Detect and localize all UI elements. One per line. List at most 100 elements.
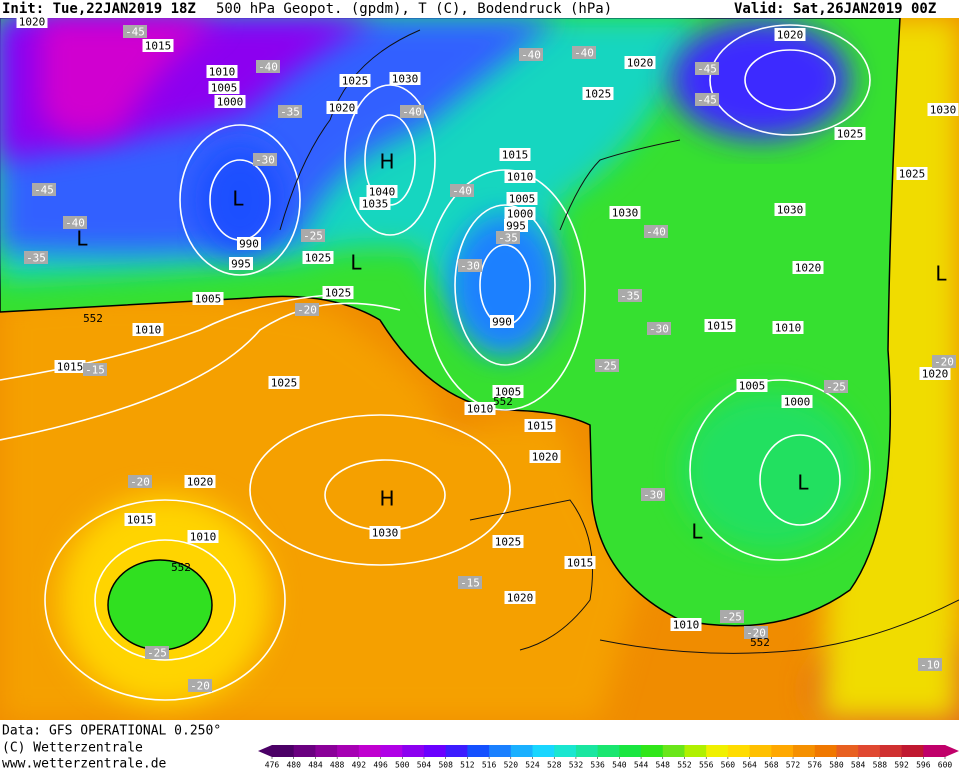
pressure-label: 1025 <box>325 287 352 300</box>
pressure-label-box <box>896 167 928 180</box>
temperature-label: -40 <box>65 217 85 230</box>
pressure-label: 1000 <box>507 208 534 221</box>
pressure-label: 1005 <box>739 380 766 393</box>
colorbar-label: 592 <box>894 761 909 770</box>
colorbar-label: 552 <box>677 761 692 770</box>
temperature-label: -40 <box>521 49 541 62</box>
colorbar-label: 540 <box>612 761 627 770</box>
copyright: (C) Wetterzentrale <box>2 741 143 756</box>
pressure-label: 1020 <box>627 57 654 70</box>
pressure-label: 1005 <box>211 82 238 95</box>
low-pressure-center: L <box>935 262 947 286</box>
colorbar-label: 544 <box>634 761 649 770</box>
colorbar-label: 500 <box>395 761 410 770</box>
pressure-label-box <box>214 95 246 108</box>
pressure-label: 1020 <box>532 451 559 464</box>
temperature-label-box <box>918 658 942 671</box>
colorbar-segment <box>489 745 512 757</box>
pressure-label-box <box>229 257 253 270</box>
colorbar-label: 572 <box>786 761 801 770</box>
pressure-label-box <box>132 323 164 336</box>
colorbar-label: 520 <box>504 761 519 770</box>
pressure-label-box <box>237 237 261 250</box>
pressure-label-box <box>54 360 86 373</box>
pressure-label: 1015 <box>127 514 154 527</box>
colorbar-segment <box>879 745 903 757</box>
colorbar-segment <box>814 745 837 757</box>
pressure-label-box <box>504 219 528 232</box>
temperature-label-box <box>400 105 424 118</box>
temperature-label-box <box>32 183 56 196</box>
colorbar-segment <box>706 745 729 757</box>
temperature-label: -45 <box>697 63 717 76</box>
temperature-label-box <box>824 380 848 393</box>
pressure-label: 1025 <box>271 377 298 390</box>
temperature-label-box <box>695 93 719 106</box>
colorbar-segment <box>554 745 577 757</box>
colorbar-segment <box>749 745 772 757</box>
map-field <box>0 18 959 720</box>
temperature-label-box <box>647 322 671 335</box>
colorbar-arrow-left <box>258 745 272 757</box>
colorbar-segment <box>467 745 490 757</box>
low-pressure-center: L <box>797 471 809 495</box>
colorbar-label: 512 <box>460 761 475 770</box>
colorbar-label: 580 <box>829 761 844 770</box>
pressure-label-box <box>184 475 216 488</box>
pressure-label-box <box>506 192 538 205</box>
temperature-label: -25 <box>147 647 167 660</box>
pressure-label-box <box>792 261 824 274</box>
pressure-label-box <box>772 321 804 334</box>
pressure-label: 1020 <box>329 102 356 115</box>
pressure-label: 1015 <box>567 557 594 570</box>
height-label: 552 <box>171 561 191 574</box>
temperature-label-box <box>496 231 520 244</box>
init-time: Init: Tue,22JAN2019 18Z <box>2 1 196 17</box>
pressure-label: 1015 <box>145 40 172 53</box>
pressure-label-box <box>359 197 391 210</box>
pressure-label: 1035 <box>362 198 389 211</box>
pressure-label-box <box>529 450 561 463</box>
pressure-label: 1030 <box>392 73 419 86</box>
colorbar-label: 556 <box>699 761 714 770</box>
temperature-label-box <box>24 251 48 264</box>
pressure-label-box <box>490 315 514 328</box>
pressure-label: 1010 <box>135 324 162 337</box>
pressure-label: 1005 <box>495 386 522 399</box>
temperature-label: -15 <box>85 364 105 377</box>
colorbar-segment <box>315 745 338 757</box>
pressure-label: 1010 <box>673 619 700 632</box>
colorbar-segment <box>272 745 295 757</box>
pressure-label: 1025 <box>305 252 332 265</box>
pressure-label: 1010 <box>507 171 534 184</box>
website: www.wetterzentrale.de <box>2 757 167 771</box>
pressure-label: 1020 <box>187 476 214 489</box>
pressure-label-box <box>389 72 421 85</box>
pressure-label-box <box>326 101 358 114</box>
low-pressure-center: L <box>350 251 362 275</box>
pressure-label: 1030 <box>612 207 639 220</box>
pressure-label-box <box>609 206 641 219</box>
temperature-label: -40 <box>258 61 278 74</box>
valid-time: Valid: Sat,26JAN2019 00Z <box>734 1 936 17</box>
pressure-label-box <box>142 39 174 52</box>
pressure-label-box <box>192 292 224 305</box>
pressure-label-box <box>492 385 524 398</box>
pressure-label-box <box>322 286 354 299</box>
pressure-label: 1020 <box>777 29 804 42</box>
pressure-label-box <box>564 556 596 569</box>
pressure-label: 1025 <box>899 168 926 181</box>
high-pressure-center: H <box>379 150 394 174</box>
colorbar-label: 484 <box>308 761 323 770</box>
colorbar-label: 488 <box>330 761 345 770</box>
colorbar-segment <box>662 745 685 757</box>
pressure-label-box <box>492 535 524 548</box>
pressure-label-box <box>208 81 240 94</box>
temperature-label-box <box>572 46 596 59</box>
temperature-label-box <box>595 359 619 372</box>
pressure-label-box <box>206 65 238 78</box>
colorbar-label: 524 <box>525 761 540 770</box>
pressure-label-box <box>736 379 768 392</box>
pressure-label: 1010 <box>190 531 217 544</box>
temperature-label: -20 <box>297 304 317 317</box>
